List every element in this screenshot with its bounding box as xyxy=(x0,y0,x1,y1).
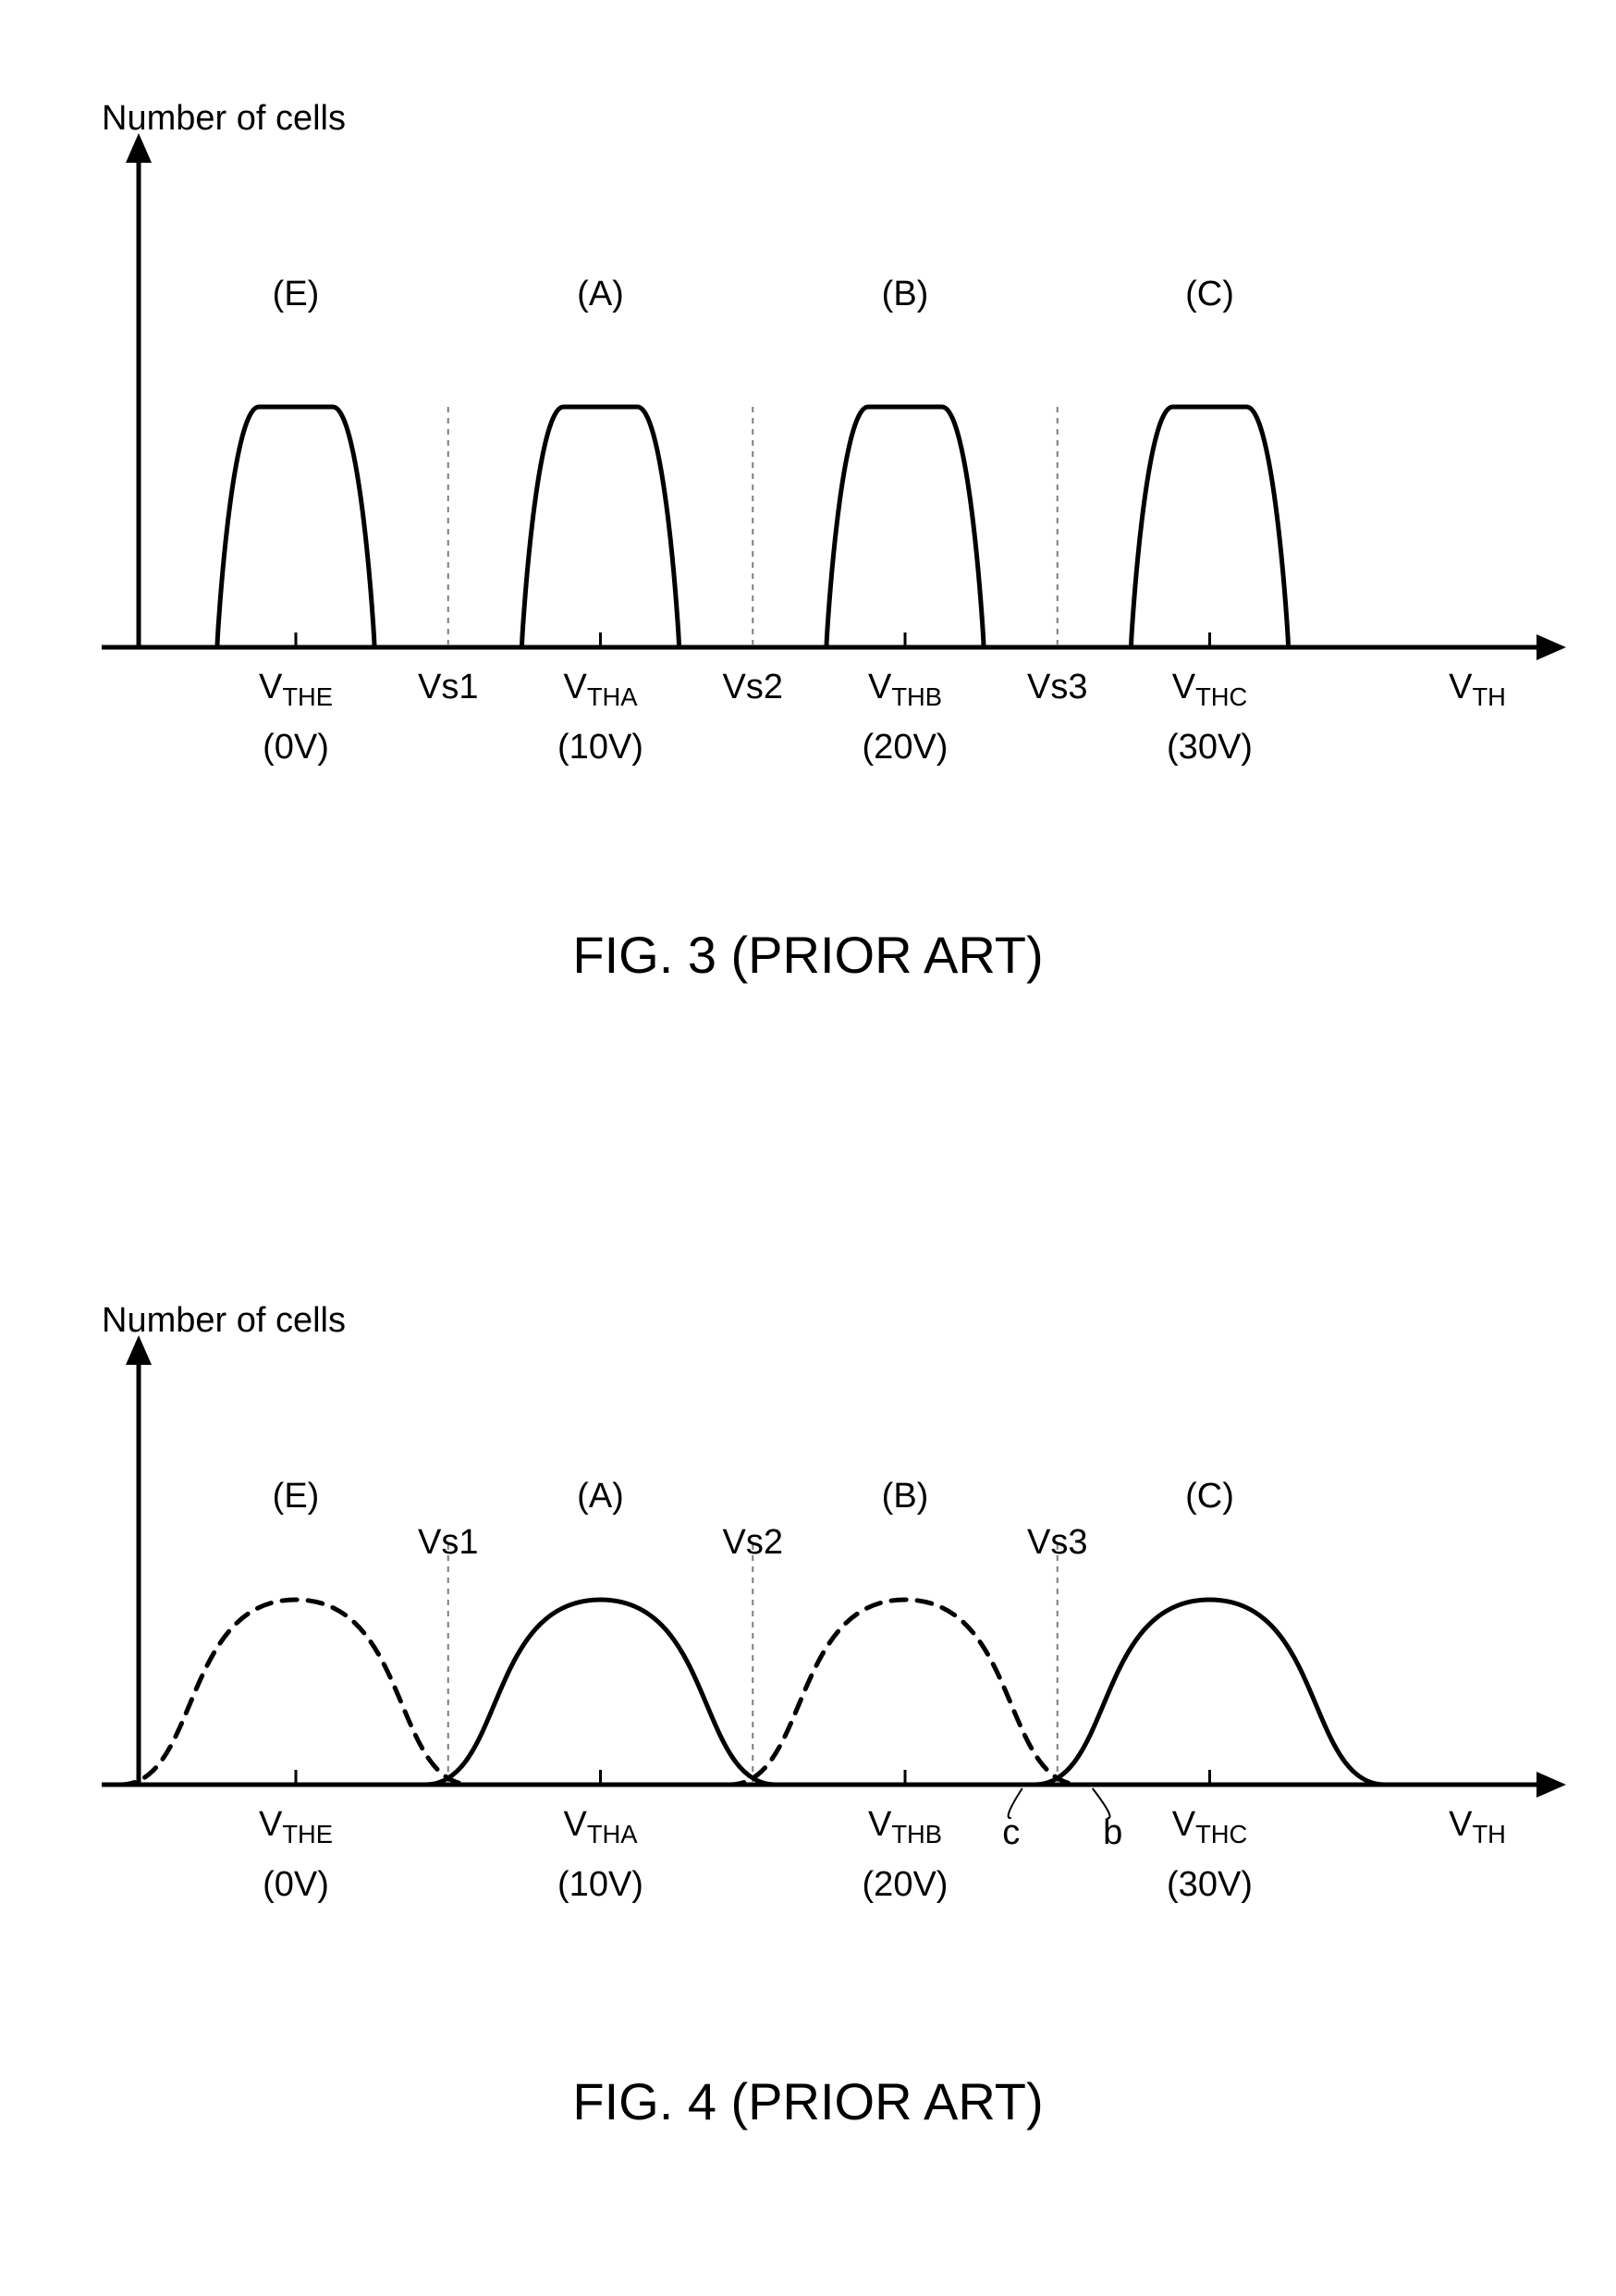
group-top-label: (B) xyxy=(882,1477,929,1516)
group-vth-label: VTHB xyxy=(868,668,942,711)
distribution-curve xyxy=(217,407,374,647)
overlap-hatch xyxy=(910,1655,1206,1785)
distribution-curve xyxy=(1132,407,1289,647)
fig3-caption: FIG. 3 (PRIOR ART) xyxy=(0,925,1616,985)
separator-label: Vs3 xyxy=(1027,1523,1087,1562)
separator-label: Vs2 xyxy=(723,1523,783,1562)
group-volt-label: (20V) xyxy=(863,728,949,767)
group-top-label: (A) xyxy=(577,275,624,313)
overlap-label-b: b xyxy=(1103,1813,1122,1852)
group-top-label: (E) xyxy=(273,275,320,313)
x-axis-label: VTH xyxy=(1449,1805,1506,1848)
distribution-curve xyxy=(826,407,984,647)
group-top-label: (C) xyxy=(1185,1477,1234,1516)
distribution-curve xyxy=(1034,1600,1386,1785)
group-vth-label: VTHB xyxy=(868,1805,942,1848)
group-volt-label: (20V) xyxy=(863,1865,949,1904)
group-top-label: (B) xyxy=(882,275,929,313)
fig4-caption: FIG. 4 (PRIOR ART) xyxy=(0,2071,1616,2131)
separator-label: Vs2 xyxy=(723,668,783,706)
group-volt-label: (10V) xyxy=(557,728,643,767)
separator-label: Vs1 xyxy=(418,1523,478,1562)
x-axis-label: VTH xyxy=(1449,668,1506,711)
group-vth-label: VTHE xyxy=(259,1805,333,1848)
fig4-chart: Number of cells Vs1 Vs2 Vs3 (E) VTHE (0V) (A) VT… xyxy=(0,1267,1616,2025)
y-axis-label: Number of cells xyxy=(102,99,346,138)
overlap-label-c: c xyxy=(1002,1813,1020,1852)
distribution-curve xyxy=(120,1600,471,1785)
y-axis-label: Number of cells xyxy=(102,1301,346,1340)
distribution-curve xyxy=(522,407,679,647)
page: Number of cells Vs1 Vs2 Vs3 (E) VTHE (0V) (A) VT… xyxy=(0,0,1616,2296)
group-top-label: (E) xyxy=(273,1477,320,1516)
group-vth-label: VTHA xyxy=(563,668,638,711)
group-volt-label: (10V) xyxy=(557,1865,643,1904)
group-volt-label: (30V) xyxy=(1167,1865,1253,1904)
group-vth-label: VTHC xyxy=(1172,1805,1248,1848)
group-vth-label: VTHA xyxy=(563,1805,638,1848)
group-vth-label: VTHC xyxy=(1172,668,1248,711)
x-axis-arrow xyxy=(1536,634,1566,660)
group-volt-label: (0V) xyxy=(263,1865,329,1904)
group-volt-label: (0V) xyxy=(263,728,329,767)
group-top-label: (A) xyxy=(577,1477,624,1516)
group-top-label: (C) xyxy=(1185,275,1234,313)
fig3-chart: Number of cells Vs1 Vs2 Vs3 (E) VTHE (0V) (A) VT… xyxy=(0,55,1616,888)
separator-label: Vs3 xyxy=(1027,668,1087,706)
separator-label: Vs1 xyxy=(418,668,478,706)
x-axis-arrow xyxy=(1536,1772,1566,1798)
group-volt-label: (30V) xyxy=(1167,728,1253,767)
distribution-curve xyxy=(729,1600,1081,1785)
group-vth-label: VTHE xyxy=(259,668,333,711)
distribution-curve xyxy=(425,1600,777,1785)
